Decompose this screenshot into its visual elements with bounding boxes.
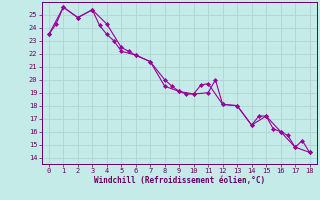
X-axis label: Windchill (Refroidissement éolien,°C): Windchill (Refroidissement éolien,°C) [94, 176, 265, 185]
